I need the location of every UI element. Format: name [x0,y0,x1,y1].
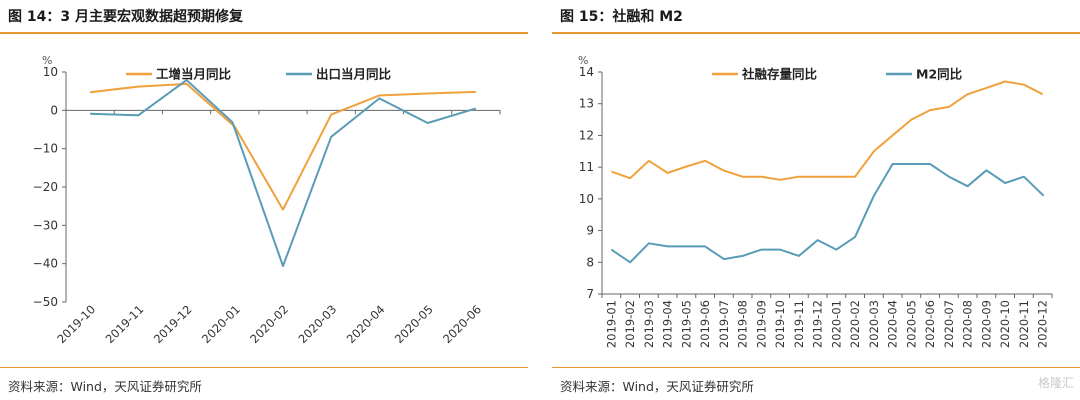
chart-1-y-tick-label: 0 [50,103,58,117]
chart-panel-2: 图 15：社融和 M2 % 14 13 12 11 10 9 8 7 2019-01 2019-02… [552,0,1080,400]
chart-2-x-tick-label: 2020-11 [1017,300,1031,348]
chart-1-x-tick-label: 2019-11 [103,302,147,346]
chart-2-x-tick-label: 2019-06 [698,300,712,348]
watermark-logo: 格隆汇 [1037,376,1074,390]
chart-2-x-tick-label: 2020-12 [1036,300,1050,348]
chart-2-series-2-line [610,163,1045,264]
chart-2-x-tick-label: 2019-02 [623,300,637,348]
chart-1-y-tick-label: −40 [33,257,58,271]
chart-2-x-tick-label: 2020-01 [829,300,843,348]
chart-2-legend-label-2: M2同比 [916,67,963,82]
chart-1-x-tick-label: 2019-12 [151,302,195,346]
chart-2-source: 资料来源：Wind，天风证券研究所 [560,379,754,394]
chart-1-legend-label-2: 出口当月同比 [316,67,392,82]
chart-2-x-tick-label: 2020-02 [848,300,862,348]
chart-2-y-tick-label: 10 [579,192,594,206]
chart-1-x-tick-label: 2020-04 [344,302,388,346]
chart-2-y-tick-label: 8 [586,255,594,269]
chart-2-x-tick-label: 2019-12 [811,300,825,348]
chart-1-title: 图 14：3 月主要宏观数据超预期修复 [8,9,243,25]
chart-2-legend-label-1: 社融存量同比 [741,67,818,82]
chart-1-x-tick-label: 2020-03 [295,302,339,346]
chart-2-x-tick-label: 2020-03 [867,300,881,348]
chart-panel-1: 图 14：3 月主要宏观数据超预期修复 % 10 0 −10 −20 −30 −40 −50 2… [0,0,528,400]
chart-2-y-tick-label: 13 [579,97,594,111]
chart-1-top-rule [0,32,528,34]
chart-2-y-tick-label: 12 [579,128,594,142]
chart-2-x-tick-label: 2019-08 [736,300,750,348]
chart-2-series-1-line [611,80,1044,181]
chart-2-x-tick-label: 2019-05 [679,300,693,348]
chart-2-y-tick-label: 11 [579,160,594,174]
chart-1-y-tick-label: −30 [33,218,58,232]
chart-1-x-tick-label: 2020-05 [392,302,436,346]
chart-2-y-tick-label: 7 [586,287,594,301]
chart-2-x-tick-label: 2020-09 [979,300,993,348]
chart-1-legend-label-1: 工增当月同比 [156,67,232,82]
chart-1-unit-label: % [42,54,52,67]
chart-1-x-tick-label: 2020-06 [440,302,484,346]
chart-2-y-tick-label: 14 [579,65,594,79]
chart-2-x-tick-label: 2020-05 [904,300,918,348]
chart-2-x-tick-label: 2019-09 [754,300,768,348]
chart-2-x-tick-label: 2020-07 [942,300,956,348]
chart-2-x-tick-label: 2019-10 [773,300,787,348]
chart-1-y-tick-label: −10 [33,142,58,156]
chart-2-top-rule [552,32,1080,34]
chart-1-series-2-line [90,79,477,267]
chart-2-unit-label: % [578,54,588,67]
chart-2-x-tick-label: 2019-03 [642,300,656,348]
chart-2-x-tick-label: 2019-07 [717,300,731,348]
chart-2-y-tick-label: 9 [586,224,594,238]
chart-1-y-tick-label: −20 [33,180,58,194]
chart-1-x-tick-label: 2020-01 [199,302,243,346]
chart-1-y-tick-label: 10 [43,65,58,79]
chart-1-x-tick-label: 2019-10 [54,302,98,346]
chart-1-x-tick-label: 2020-02 [247,302,291,346]
chart-2-x-tick-label: 2019-11 [792,300,806,348]
chart-2-x-tick-label: 2020-10 [998,300,1012,348]
chart-2-x-tick-label: 2020-08 [961,300,975,348]
chart-1-y-tick-label: −50 [33,295,58,309]
chart-2-svg: %14 13 12 11 10 9 8 7 2019-01 2019-02 2019-03 2019-… [578,54,1053,348]
chart-2-title: 图 15：社融和 M2 [560,9,683,25]
chart-2-bottom-rule [552,367,1080,368]
chart-1-bottom-rule [0,367,528,368]
chart-2-x-tick-label: 2019-04 [661,300,675,348]
chart-1-series-1-line [89,82,476,211]
chart-2-x-tick-label: 2019-01 [604,300,618,348]
chart-1-source: 资料来源：Wind，天风证券研究所 [8,379,202,394]
chart-2-x-tick-label: 2020-04 [886,300,900,348]
chart-2-x-tick-label: 2020-06 [923,300,937,348]
